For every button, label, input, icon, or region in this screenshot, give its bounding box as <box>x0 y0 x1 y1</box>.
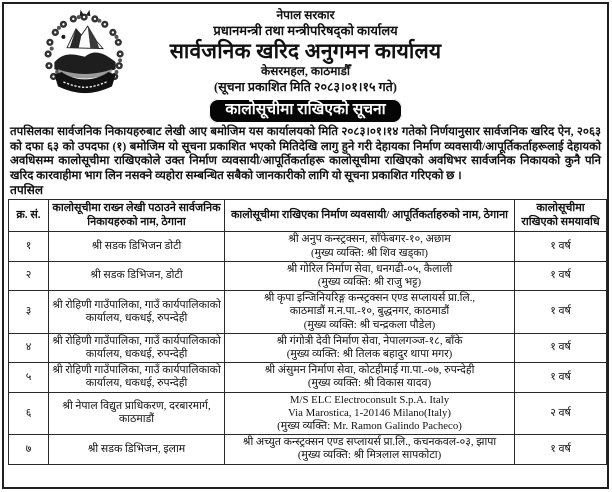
notice-banner-title: कालोसूचीमा राखिएको सूचना <box>209 99 402 123</box>
firm-name: श्री अंसुमन निर्माण सेवा, कोटहीमाई गा.पा… <box>264 364 475 377</box>
serial-number-cell: ३ <box>8 290 49 334</box>
hills <box>54 52 116 75</box>
agency-cell: श्री रोहिणी गाउँपालिका, गाउँ कार्यपालिका… <box>48 290 225 334</box>
duration-cell: १ वर्ष <box>514 260 607 292</box>
parent-office-name: प्रधानमन्त्री तथा मन्त्रीपरिषद्को कार्या… <box>213 23 398 38</box>
key-person: (मुख्य व्यक्ति: श्री शिव खड्का) <box>311 246 428 259</box>
key-person: (मुख्य व्यक्ति: Mr. Ramon Galindo Pachec… <box>277 420 462 433</box>
office-name: सार्वजनिक खरिद अनुगमन कार्यालय <box>169 39 442 63</box>
table-header-row: क्र. सं. कालोसूचीमा राख्न लेखी पठाउने सा… <box>8 199 607 233</box>
agency-cell: श्री सडक डिभिजन डोटी <box>48 231 225 262</box>
serial-number-cell: ६ <box>8 391 49 436</box>
header-firm: कालोसूचीमा राखिएका निर्माण व्यवसायी/ आपू… <box>224 199 515 233</box>
firm-address: काठमाडौं म.न.पा.-१०, बुद्धनगर, काठमाडौं <box>289 305 450 318</box>
firm-name: श्री अनुप कन्स्ट्रक्सन, साँफेबगर-१०, अछा… <box>288 233 451 246</box>
publish-date: (सूचना प्रकाशित मिति २०८३।०१।१५ गते) <box>214 80 397 94</box>
duration-cell: २ वर्ष <box>514 391 607 436</box>
firm-name: श्री गंगोत्री देवी निर्माण सेवा, नेपालगञ… <box>276 334 463 347</box>
serial-number-cell: ५ <box>8 362 49 393</box>
notice-banner-wrap: कालोसूचीमा राखिएको सूचना <box>8 99 603 123</box>
notice-paragraph: तपसिलका सार्वजनिक निकायहरुबाट लेखी आए बम… <box>10 125 601 182</box>
firm-cell: M/S ELC Electroconsult S.p.A. Italy Via … <box>224 391 515 436</box>
key-person: (मुख्य व्यक्ति: श्री तिलक बहादुर थापा मग… <box>286 348 453 360</box>
serial-number-cell: २ <box>8 260 49 292</box>
crossed-flags <box>79 9 91 17</box>
letterhead: नेपाल सरकार प्रधानमन्त्री तथा मन्त्रीपरि… <box>8 6 603 96</box>
firm-cell: श्री अनुप कन्स्ट्रक्सन, साँफेबगर-१०, अछा… <box>224 231 515 262</box>
duration-cell: १ वर्ष <box>514 231 607 262</box>
firm-name: M/S ELC Electroconsult S.p.A. Italy <box>289 393 450 406</box>
firm-address: Via Marostica, 1-20146 Milano(Italy) <box>287 406 452 419</box>
key-person: (मुख्य व्यक्ति: श्री विकास यादव) <box>307 377 432 390</box>
firm-cell: श्री कृपा इन्जिनियरिङ्ग कन्स्ट्रक्सन एण्… <box>224 290 515 334</box>
mountains <box>61 25 105 50</box>
table-row: १ श्री सडक डिभिजन डोटी श्री अनुप कन्स्ट्… <box>8 231 607 262</box>
duration-cell: १ वर्ष <box>514 290 607 334</box>
serial-number-cell: १ <box>8 231 49 262</box>
firm-name: श्री अच्युत कन्स्ट्रक्सन एण्ड सप्लायर्स … <box>242 436 497 449</box>
table-row: ५ श्री रोहिणी गाउँपालिका, गाउँ कार्यपालि… <box>8 362 607 393</box>
table-row: ४ श्री रोहिणी गाउँपालिका, गाउँ कार्यपालि… <box>8 332 607 364</box>
key-person: (मुख्य व्यक्ति: श्री राजु भट्ट) <box>317 275 422 288</box>
nepal-coat-of-arms-emblem <box>44 9 124 94</box>
table-row: ३ श्री रोहिणी गाउँपालिका, गाउँ कार्यपालि… <box>8 290 607 334</box>
tapasil-label: तपसिल <box>10 183 44 198</box>
government-name: नेपाल सरकार <box>276 8 335 22</box>
table-row: ६ श्री नेपाल विद्युत प्राधिकरण, दरबारमार… <box>8 391 607 436</box>
office-address: केसरमहल, काठमाडौँ <box>260 64 351 78</box>
firm-name: श्री कृपा इन्जिनियरिङ्ग कन्स्ट्रक्सन एण्… <box>263 292 476 305</box>
duration-cell: १ वर्ष <box>514 434 607 465</box>
table-row: २ श्री सडक डिभिजन, डोटी श्री गोरिल निर्म… <box>8 260 607 292</box>
firm-cell: श्री अच्युत कन्स्ट्रक्सन एण्ड सप्लायर्स … <box>224 434 515 465</box>
firm-name: श्री गोरिल निर्माण सेवा, धनगढी-०५, कैलाल… <box>286 262 453 275</box>
agency-cell: श्री नेपाल विद्युत प्राधिकरण, दरबारमार्ग… <box>48 391 225 436</box>
table-row: ७ श्री सडक डिभिजन, इलाम श्री अच्युत कन्स… <box>8 434 607 465</box>
agency-cell: श्री सडक डिभिजन, इलाम <box>48 434 225 465</box>
header-agency: कालोसूचीमा राख्न लेखी पठाउने सार्वजनिक न… <box>48 199 225 233</box>
agency-cell: श्री रोहिणी गाउँपालिका, गाउँ कार्यपालिका… <box>48 362 225 393</box>
header-serial-number: क्र. सं. <box>8 199 49 233</box>
blacklist-table: क्र. सं. कालोसूचीमा राख्न लेखी पठाउने सा… <box>8 199 607 465</box>
duration-cell: १ वर्ष <box>514 332 607 364</box>
agency-cell: श्री सडक डिभिजन, डोटी <box>48 260 225 292</box>
key-person: (मुख्य व्यक्ति: श्री चन्द्रकला पौडेल) <box>303 318 436 331</box>
firm-cell: श्री गंगोत्री देवी निर्माण सेवा, नेपालगञ… <box>224 332 515 364</box>
duration-cell: १ वर्ष <box>514 362 607 393</box>
agency-cell: श्री रोहिणी गाउँपालिका, गाउँ कार्यपालिका… <box>48 332 225 364</box>
firm-cell: श्री अंसुमन निर्माण सेवा, कोटहीमाई गा.पा… <box>224 362 515 393</box>
firm-cell: श्री गोरिल निर्माण सेवा, धनगढी-०५, कैलाल… <box>224 260 515 292</box>
ribbon <box>54 72 116 94</box>
serial-number-cell: ४ <box>8 332 49 364</box>
header-duration: कालोसूचीमा राखिएको समयावधि <box>514 199 607 233</box>
serial-number-cell: ७ <box>8 434 49 465</box>
key-person: (मुख्य व्यक्ति: श्री मित्रलाल सापकोटा) <box>297 449 442 462</box>
